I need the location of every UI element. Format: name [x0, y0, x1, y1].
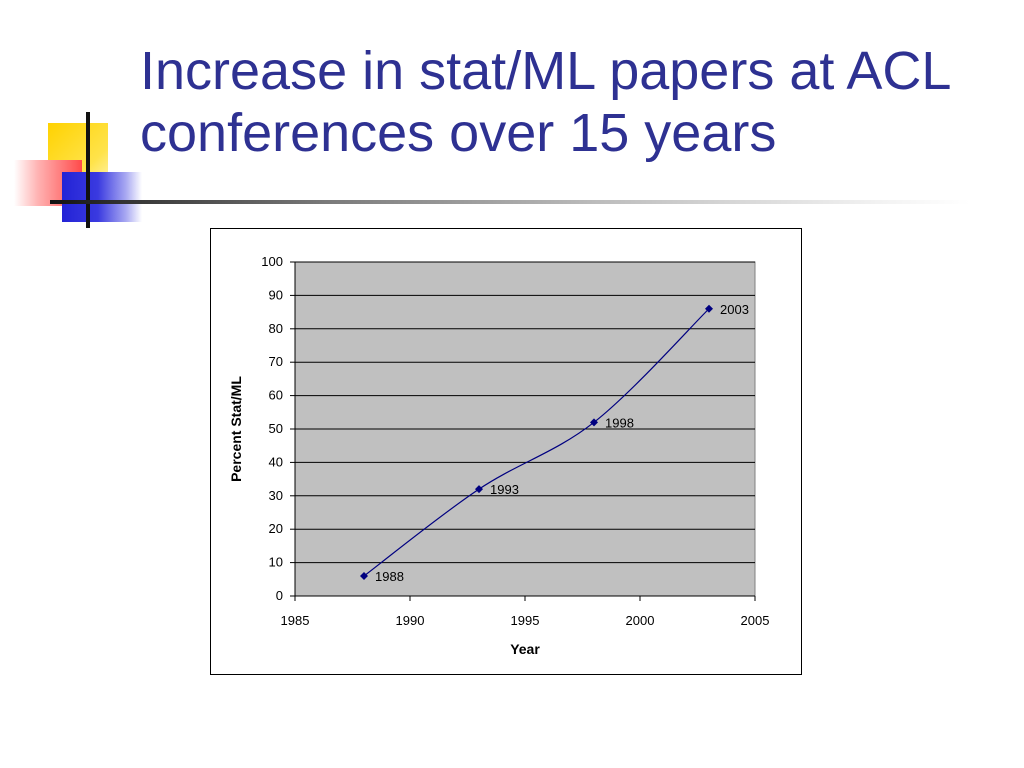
data-label: 1993: [490, 482, 519, 497]
x-axis-title: Year: [510, 641, 540, 657]
x-tick-label: 2000: [626, 613, 655, 628]
x-tick-label: 1995: [511, 613, 540, 628]
y-axis-title: Percent Stat/ML: [228, 376, 244, 482]
data-label: 1988: [375, 569, 404, 584]
series-line: [363, 308, 710, 577]
title-underline: [50, 200, 970, 204]
y-tick-label: 10: [269, 555, 283, 570]
data-label: 1998: [605, 415, 634, 430]
slide-title: Increase in stat/ML papers at ACL confer…: [140, 41, 950, 163]
y-tick-label: 90: [269, 287, 283, 302]
data-point: [360, 571, 368, 580]
x-tick-label: 1990: [396, 613, 425, 628]
y-tick-label: 50: [269, 421, 283, 436]
y-tick-label: 80: [269, 321, 283, 336]
data-label: 2003: [720, 302, 749, 317]
x-tick-label: 1985: [281, 613, 310, 628]
y-tick-label: 30: [269, 488, 283, 503]
y-tick-label: 70: [269, 354, 283, 369]
y-tick-label: 100: [261, 254, 283, 269]
chart: 0 10 20 30 40 50 60 70 80 90 100 1985 1990 1995 2000 20…: [228, 254, 770, 657]
y-tick-label: 0: [276, 588, 283, 603]
y-tick-label: 40: [269, 454, 283, 469]
data-point: [590, 418, 598, 427]
title-decoration: [0, 0, 200, 240]
y-tick-label: 60: [269, 388, 283, 403]
decor-vertical-line: [86, 112, 90, 228]
chart-frame: 0 10 20 30 40 50 60 70 80 90 100 1985 1990 1995 2000 20…: [210, 228, 802, 675]
data-point: [475, 485, 483, 494]
data-point: [705, 304, 713, 313]
x-tick-label: 2005: [741, 613, 770, 628]
y-tick-label: 20: [269, 521, 283, 536]
decor-blue-square: [62, 172, 142, 222]
